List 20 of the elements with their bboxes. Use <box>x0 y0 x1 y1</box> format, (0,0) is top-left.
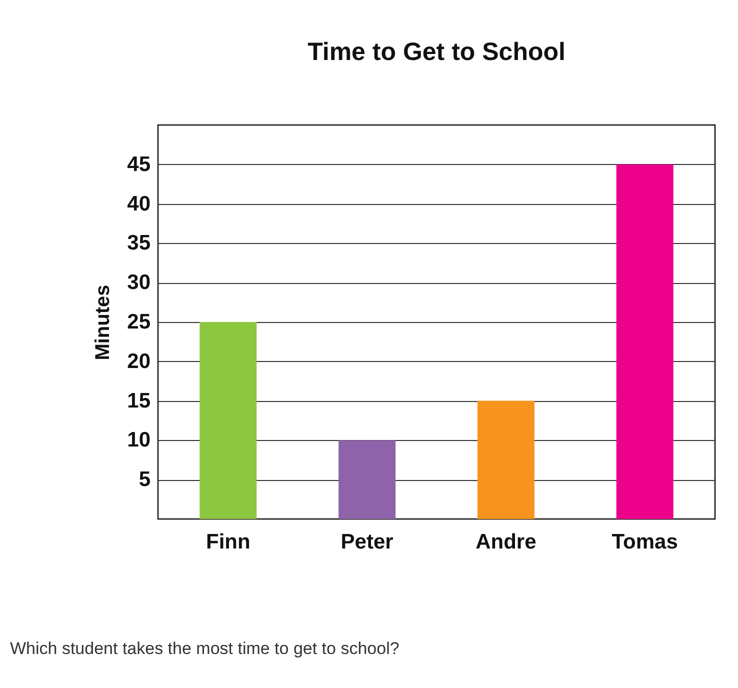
y-tick-label: 35 <box>127 232 151 255</box>
bar <box>477 400 534 519</box>
y-tick-label: 30 <box>127 271 150 294</box>
x-tick-label: Peter <box>340 530 394 554</box>
text: Which student takes the most time to get to school? <box>10 639 400 658</box>
y-tick-label: 45 <box>127 152 151 176</box>
bar <box>200 322 257 519</box>
y-tick-label: 25 <box>127 310 151 334</box>
y-axis-title: Minutes <box>92 284 114 360</box>
y-tick-label: 15 <box>127 389 151 412</box>
x-tick-label: Andre <box>476 530 536 554</box>
bar <box>616 164 674 519</box>
y-tick-label: 40 <box>127 192 150 216</box>
y-tick-label: 20 <box>127 350 150 373</box>
x-tick-label: Finn <box>206 530 250 554</box>
x-tick-label: Tomas <box>612 530 678 554</box>
bar <box>338 440 396 519</box>
chart-title: Time to Get to School <box>308 38 566 66</box>
y-tick-label: 5 <box>138 468 151 492</box>
y-tick-label: 10 <box>127 428 150 452</box>
